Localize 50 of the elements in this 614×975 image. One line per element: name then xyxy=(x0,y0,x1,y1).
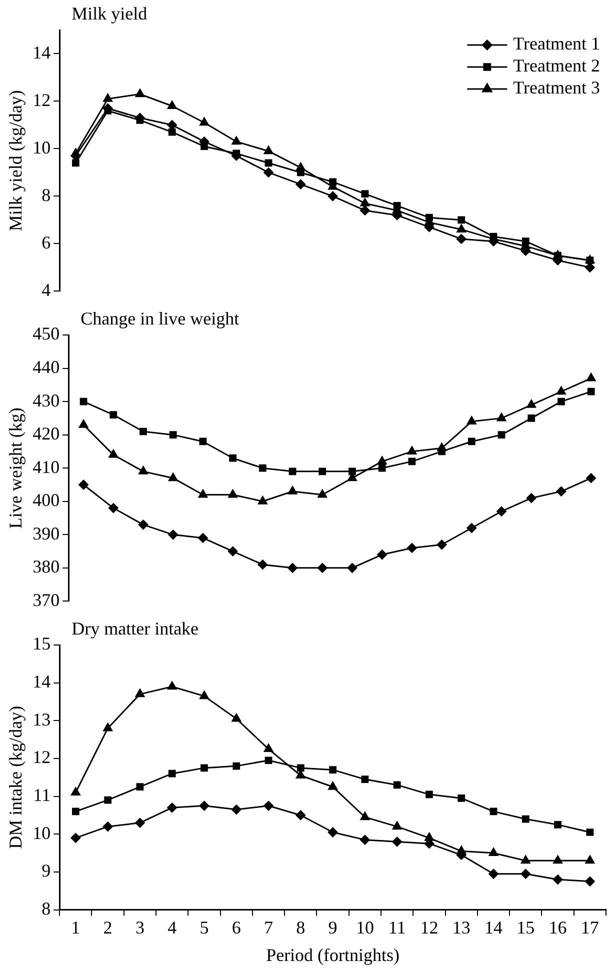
y-tick-label: 9 xyxy=(42,860,51,881)
y-tick-label: 440 xyxy=(32,357,60,378)
chart-title: Dry matter intake xyxy=(72,618,199,639)
y-tick-label: 410 xyxy=(32,456,60,477)
x-tick-label: 11 xyxy=(388,917,406,938)
x-tick-label: 17 xyxy=(580,917,599,938)
y-axis-title: Milk yield (kg/day) xyxy=(6,90,26,232)
y-tick-label: 12 xyxy=(32,747,51,768)
y-tick-label: 4 xyxy=(42,280,51,300)
y-tick-label: 420 xyxy=(32,424,60,444)
x-tick-label: 8 xyxy=(296,917,306,938)
x-axis-title: Period (fortnights) xyxy=(266,944,400,965)
y-tick-label: 370 xyxy=(32,590,60,610)
x-tick-label: 2 xyxy=(103,917,112,938)
legend-label: Treatment 3 xyxy=(513,78,600,98)
x-tick-label: 15 xyxy=(516,917,535,938)
x-tick-label: 14 xyxy=(484,917,503,938)
y-tick-label: 13 xyxy=(32,709,51,730)
legend-label: Treatment 2 xyxy=(513,56,600,76)
y-tick-label: 380 xyxy=(32,556,60,577)
x-tick-label: 12 xyxy=(420,917,438,938)
x-tick-label: 13 xyxy=(452,917,470,938)
y-tick-label: 10 xyxy=(32,137,51,158)
x-tick-label: 4 xyxy=(168,917,177,938)
legend-label: Treatment 1 xyxy=(513,34,600,54)
x-tick-label: 6 xyxy=(232,917,241,938)
y-tick-label: 8 xyxy=(42,184,51,205)
y-tick-label: 8 xyxy=(42,898,51,919)
y-axis-title: DM intake (kg/day) xyxy=(6,706,26,849)
chart-title: Change in live weight xyxy=(80,308,240,329)
x-tick-label: 7 xyxy=(264,917,274,938)
y-tick-label: 12 xyxy=(32,90,51,110)
y-tick-label: 14 xyxy=(32,42,51,62)
x-tick-label: 5 xyxy=(200,917,209,938)
x-tick-label: 10 xyxy=(356,917,374,938)
chart-title: Milk yield xyxy=(72,4,148,24)
y-axis-title: Live weight (kg) xyxy=(6,408,26,529)
y-tick-label: 14 xyxy=(32,672,51,692)
y-tick-label: 400 xyxy=(32,490,60,510)
y-tick-label: 6 xyxy=(42,232,51,252)
y-tick-label: 10 xyxy=(32,822,51,843)
x-tick-label: 1 xyxy=(71,917,80,938)
y-tick-label: 15 xyxy=(32,634,51,654)
y-tick-label: 430 xyxy=(32,390,60,410)
x-tick-label: 3 xyxy=(135,917,144,938)
y-tick-label: 11 xyxy=(33,785,51,806)
x-tick-label: 9 xyxy=(328,917,338,938)
y-tick-label: 450 xyxy=(32,324,60,344)
x-tick-label: 16 xyxy=(548,917,567,938)
y-tick-label: 390 xyxy=(32,523,60,544)
